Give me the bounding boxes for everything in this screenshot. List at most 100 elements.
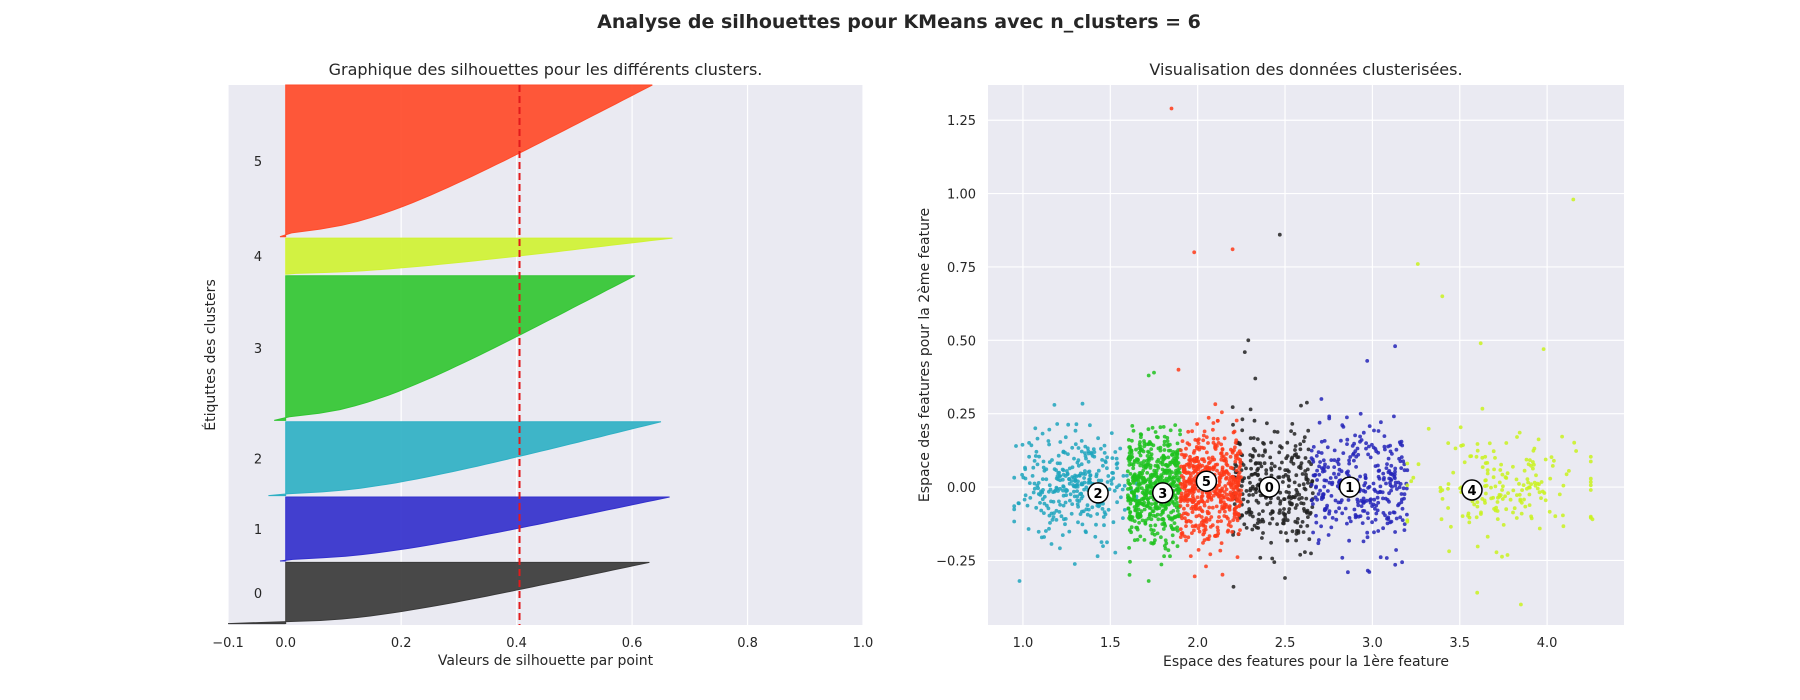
- scatter-point-cluster-4: [1484, 491, 1488, 496]
- scatter-point-cluster-0: [1285, 440, 1290, 445]
- scatter-point-cluster-3: [1149, 447, 1154, 451]
- scatter-point-cluster-0: [1309, 462, 1313, 467]
- scatter-point-cluster-3: [1151, 528, 1156, 533]
- scatter-point-cluster-2: [1059, 514, 1064, 519]
- scatter-point-cluster-3: [1168, 473, 1172, 477]
- scatter-point-cluster-5: [1229, 494, 1234, 499]
- scatter-point-cluster-5: [1190, 482, 1195, 487]
- scatter-point-cluster-1: [1376, 469, 1381, 473]
- scatter-point-cluster-2: [1042, 511, 1046, 515]
- scatter-point-cluster-1: [1332, 465, 1337, 469]
- scatter-point-cluster-1: [1359, 504, 1364, 508]
- scatter-point-cluster-2: [1101, 544, 1105, 548]
- scatter-point-cluster-5: [1222, 436, 1227, 441]
- scatter-point-cluster-1: [1321, 458, 1326, 463]
- scatter-point-cluster-3: [1129, 485, 1133, 490]
- scatter-point-cluster-1: [1361, 430, 1366, 435]
- scatter-point-cluster-5: [1202, 429, 1207, 434]
- scatter-point-cluster-1: [1399, 455, 1404, 459]
- scatter-point-cluster-2: [1055, 461, 1060, 466]
- scatter-point-cluster-4: [1519, 602, 1523, 607]
- scatter-point-cluster-3: [1175, 528, 1180, 533]
- scatter-point-cluster-2: [1061, 488, 1065, 493]
- scatter-point-cluster-5: [1208, 525, 1213, 529]
- scatter-point-cluster-2: [1028, 496, 1033, 500]
- scatter-point-cluster-1: [1356, 452, 1361, 457]
- scatter-point-cluster-2: [1030, 474, 1035, 478]
- scatter-point-cluster-0: [1302, 509, 1307, 513]
- scatter-point-cluster-3: [1128, 510, 1132, 515]
- scatter-point-cluster-5: [1206, 494, 1210, 499]
- scatter-point-cluster-3: [1170, 533, 1175, 538]
- scatter-point-cluster-1: [1346, 498, 1351, 502]
- scatter-point-cluster-5: [1234, 438, 1239, 443]
- scatter-point-cluster-1: [1381, 526, 1385, 531]
- scatter-point-cluster-3: [1146, 449, 1150, 454]
- scatter-point-cluster-4: [1522, 468, 1527, 473]
- scatter-point-cluster-5: [1201, 541, 1205, 545]
- scatter-point-cluster-2: [1072, 489, 1076, 494]
- scatter-point-cluster-0: [1262, 461, 1267, 466]
- scatter-point-cluster-5: [1234, 484, 1239, 489]
- scatter-point-cluster-5: [1182, 506, 1186, 511]
- scatter-point-cluster-5: [1223, 484, 1228, 488]
- scatter-point-cluster-2: [1041, 459, 1046, 464]
- scatter-point-cluster-1: [1348, 519, 1353, 524]
- scatter-point-cluster-3: [1165, 439, 1170, 443]
- scatter-point-cluster-4: [1542, 491, 1547, 495]
- scatter-point-cluster-3: [1170, 499, 1175, 504]
- scatter-point-cluster-1: [1347, 538, 1351, 543]
- scatter-point-cluster-4: [1537, 490, 1542, 495]
- scatter-point-cluster-0: [1258, 555, 1263, 560]
- silhouette-cluster-label: 3: [254, 342, 262, 357]
- scatter-point-cluster-1: [1311, 473, 1316, 478]
- scatter-point-cluster-0: [1300, 496, 1304, 500]
- scatter-point-cluster-2: [1072, 456, 1076, 461]
- scatter-point-cluster-2: [1054, 518, 1059, 522]
- scatter-point-cluster-2: [1067, 477, 1071, 481]
- scatter-point-cluster-3: [1127, 445, 1132, 449]
- scatter-point-cluster-3: [1142, 488, 1146, 493]
- scatter-point-cluster-3: [1170, 453, 1174, 457]
- scatter-point-cluster-2: [1060, 533, 1065, 537]
- scatter-point-cluster-1: [1400, 518, 1405, 522]
- scatter-point-cluster-5: [1232, 491, 1237, 495]
- scatter-point-cluster-3: [1146, 442, 1151, 447]
- scatter-point-cluster-0: [1255, 437, 1260, 441]
- scatter-point-cluster-3: [1145, 463, 1150, 467]
- scatter-point-cluster-2: [1031, 490, 1036, 495]
- scatter-point-cluster-4: [1515, 435, 1519, 439]
- scatter-point-cluster-5: [1219, 519, 1223, 523]
- scatter-y-tick: −0.25: [936, 554, 976, 569]
- scatter-point-cluster-1: [1382, 476, 1386, 480]
- scatter-point-cluster-0: [1287, 494, 1292, 499]
- scatter-point-cluster-4: [1550, 464, 1555, 468]
- scatter-point-cluster-4: [1561, 483, 1566, 488]
- scatter-point-cluster-2: [1102, 523, 1106, 528]
- scatter-point-cluster-1: [1368, 455, 1373, 460]
- scatter-point-cluster-2: [1105, 455, 1109, 460]
- scatter-point-cluster-4: [1532, 462, 1536, 467]
- scatter-point-cluster-3: [1130, 438, 1134, 443]
- scatter-point-cluster-5: [1220, 572, 1225, 577]
- scatter-point-cluster-4: [1505, 553, 1510, 557]
- scatter-point-cluster-2: [1035, 436, 1040, 441]
- scatter-point-cluster-2: [1051, 490, 1055, 494]
- scatter-point-cluster-2: [1061, 449, 1066, 454]
- scatter-point-cluster-1: [1402, 462, 1407, 467]
- scatter-point-cluster-5: [1233, 453, 1238, 458]
- scatter-point-cluster-0: [1277, 475, 1282, 480]
- scatter-point-cluster-1: [1365, 568, 1370, 573]
- scatter-point-cluster-5: [1233, 459, 1238, 464]
- scatter-point-cluster-1: [1384, 481, 1388, 486]
- scatter-point-cluster-0: [1286, 484, 1291, 489]
- scatter-point-cluster-4: [1504, 507, 1509, 512]
- scatter-point-cluster-5: [1190, 531, 1194, 535]
- scatter-point-cluster-3: [1126, 493, 1130, 498]
- scatter-point-cluster-2: [1040, 477, 1045, 481]
- scatter-point-cluster-0: [1246, 510, 1251, 514]
- scatter-point-cluster-3: [1132, 478, 1136, 483]
- scatter-point-cluster-4: [1485, 471, 1490, 476]
- scatter-point-cluster-1: [1370, 442, 1374, 447]
- scatter-point-cluster-5: [1209, 515, 1214, 519]
